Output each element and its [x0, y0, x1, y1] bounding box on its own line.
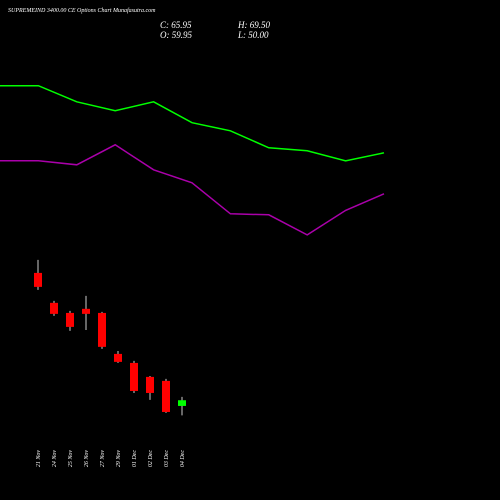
x-tick-label: 02 Dec	[148, 450, 154, 467]
x-tick-label: 29 Nov	[116, 450, 122, 468]
x-tick-label: 21 Nov	[36, 450, 42, 468]
x-tick-label: 24 Nov	[51, 450, 58, 468]
line-series	[0, 84, 385, 162]
x-tick-label: 25 Nov	[68, 450, 74, 468]
x-tick-label: 26 Nov	[84, 450, 90, 468]
close-readout: C: 65.95	[160, 20, 192, 30]
candle-body	[162, 380, 170, 412]
x-tick-label: 27 Nov	[100, 450, 106, 468]
candle-body	[146, 376, 154, 393]
candle-body	[114, 353, 122, 362]
open-readout: O: 59.95	[160, 30, 192, 40]
x-tick-label: 04 Dec	[179, 450, 186, 467]
high-readout: H: 69.50	[237, 20, 270, 30]
candle-body	[34, 272, 42, 287]
candle-body	[130, 362, 138, 391]
candle-body	[178, 400, 186, 406]
chart-title: SUPREMEIND 3400.00 CE Options Chart Muna…	[8, 7, 156, 14]
candle-body	[50, 302, 58, 314]
candle-body	[82, 308, 90, 314]
line-series	[0, 143, 385, 236]
x-tick-label: 01 Dec	[132, 450, 138, 467]
low-readout: L: 50.00	[237, 30, 269, 40]
candle-body	[98, 312, 106, 347]
candle-body	[66, 312, 74, 327]
x-tick-label: 03 Dec	[164, 450, 170, 467]
